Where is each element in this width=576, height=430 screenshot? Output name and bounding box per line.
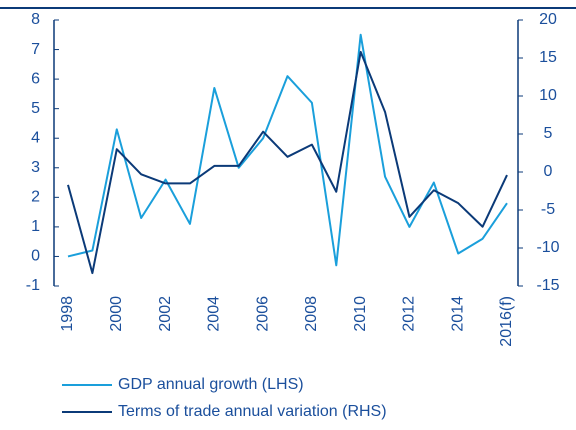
y2-tick-label: 5 bbox=[544, 125, 553, 142]
x-tick-label: 2000 bbox=[108, 296, 125, 332]
y2-tick-label: 20 bbox=[539, 11, 557, 28]
x-tick-label: 2012 bbox=[401, 296, 418, 332]
legend-label: GDP annual growth (LHS) bbox=[118, 376, 304, 393]
x-tick-label: 2016(f) bbox=[498, 296, 515, 347]
y-tick-label: 5 bbox=[31, 100, 40, 117]
series-line bbox=[67, 33, 508, 267]
legend-label: Terms of trade annual variation (RHS) bbox=[118, 403, 387, 420]
y-tick-label: 1 bbox=[31, 218, 40, 235]
y-tick-label: 0 bbox=[31, 248, 40, 265]
y-tick-label: 3 bbox=[31, 159, 40, 176]
y2-tick-label: -5 bbox=[541, 201, 555, 218]
y2-tick-label: -10 bbox=[536, 239, 559, 256]
y-tick-label: 8 bbox=[31, 11, 40, 28]
x-tick-label: 2004 bbox=[206, 296, 223, 332]
y-tick-label: 4 bbox=[31, 129, 40, 146]
y-tick-label: 6 bbox=[31, 70, 40, 87]
x-tick-label: 2010 bbox=[352, 296, 369, 332]
x-tick-label: 2008 bbox=[303, 296, 320, 332]
y-tick-label: 7 bbox=[31, 41, 40, 58]
y2-tick-label: 0 bbox=[544, 163, 553, 180]
x-tick-label: 1998 bbox=[59, 296, 76, 332]
x-tick-label: 2014 bbox=[449, 296, 466, 332]
y2-tick-label: -15 bbox=[536, 277, 559, 294]
x-tick-label: 2006 bbox=[254, 296, 271, 332]
x-tick-label: 2002 bbox=[157, 296, 174, 332]
series-line bbox=[67, 50, 508, 275]
y2-tick-label: 10 bbox=[539, 87, 557, 104]
y2-tick-label: 15 bbox=[539, 49, 557, 66]
y-tick-label: -1 bbox=[26, 277, 40, 294]
y-tick-label: 2 bbox=[31, 189, 40, 206]
